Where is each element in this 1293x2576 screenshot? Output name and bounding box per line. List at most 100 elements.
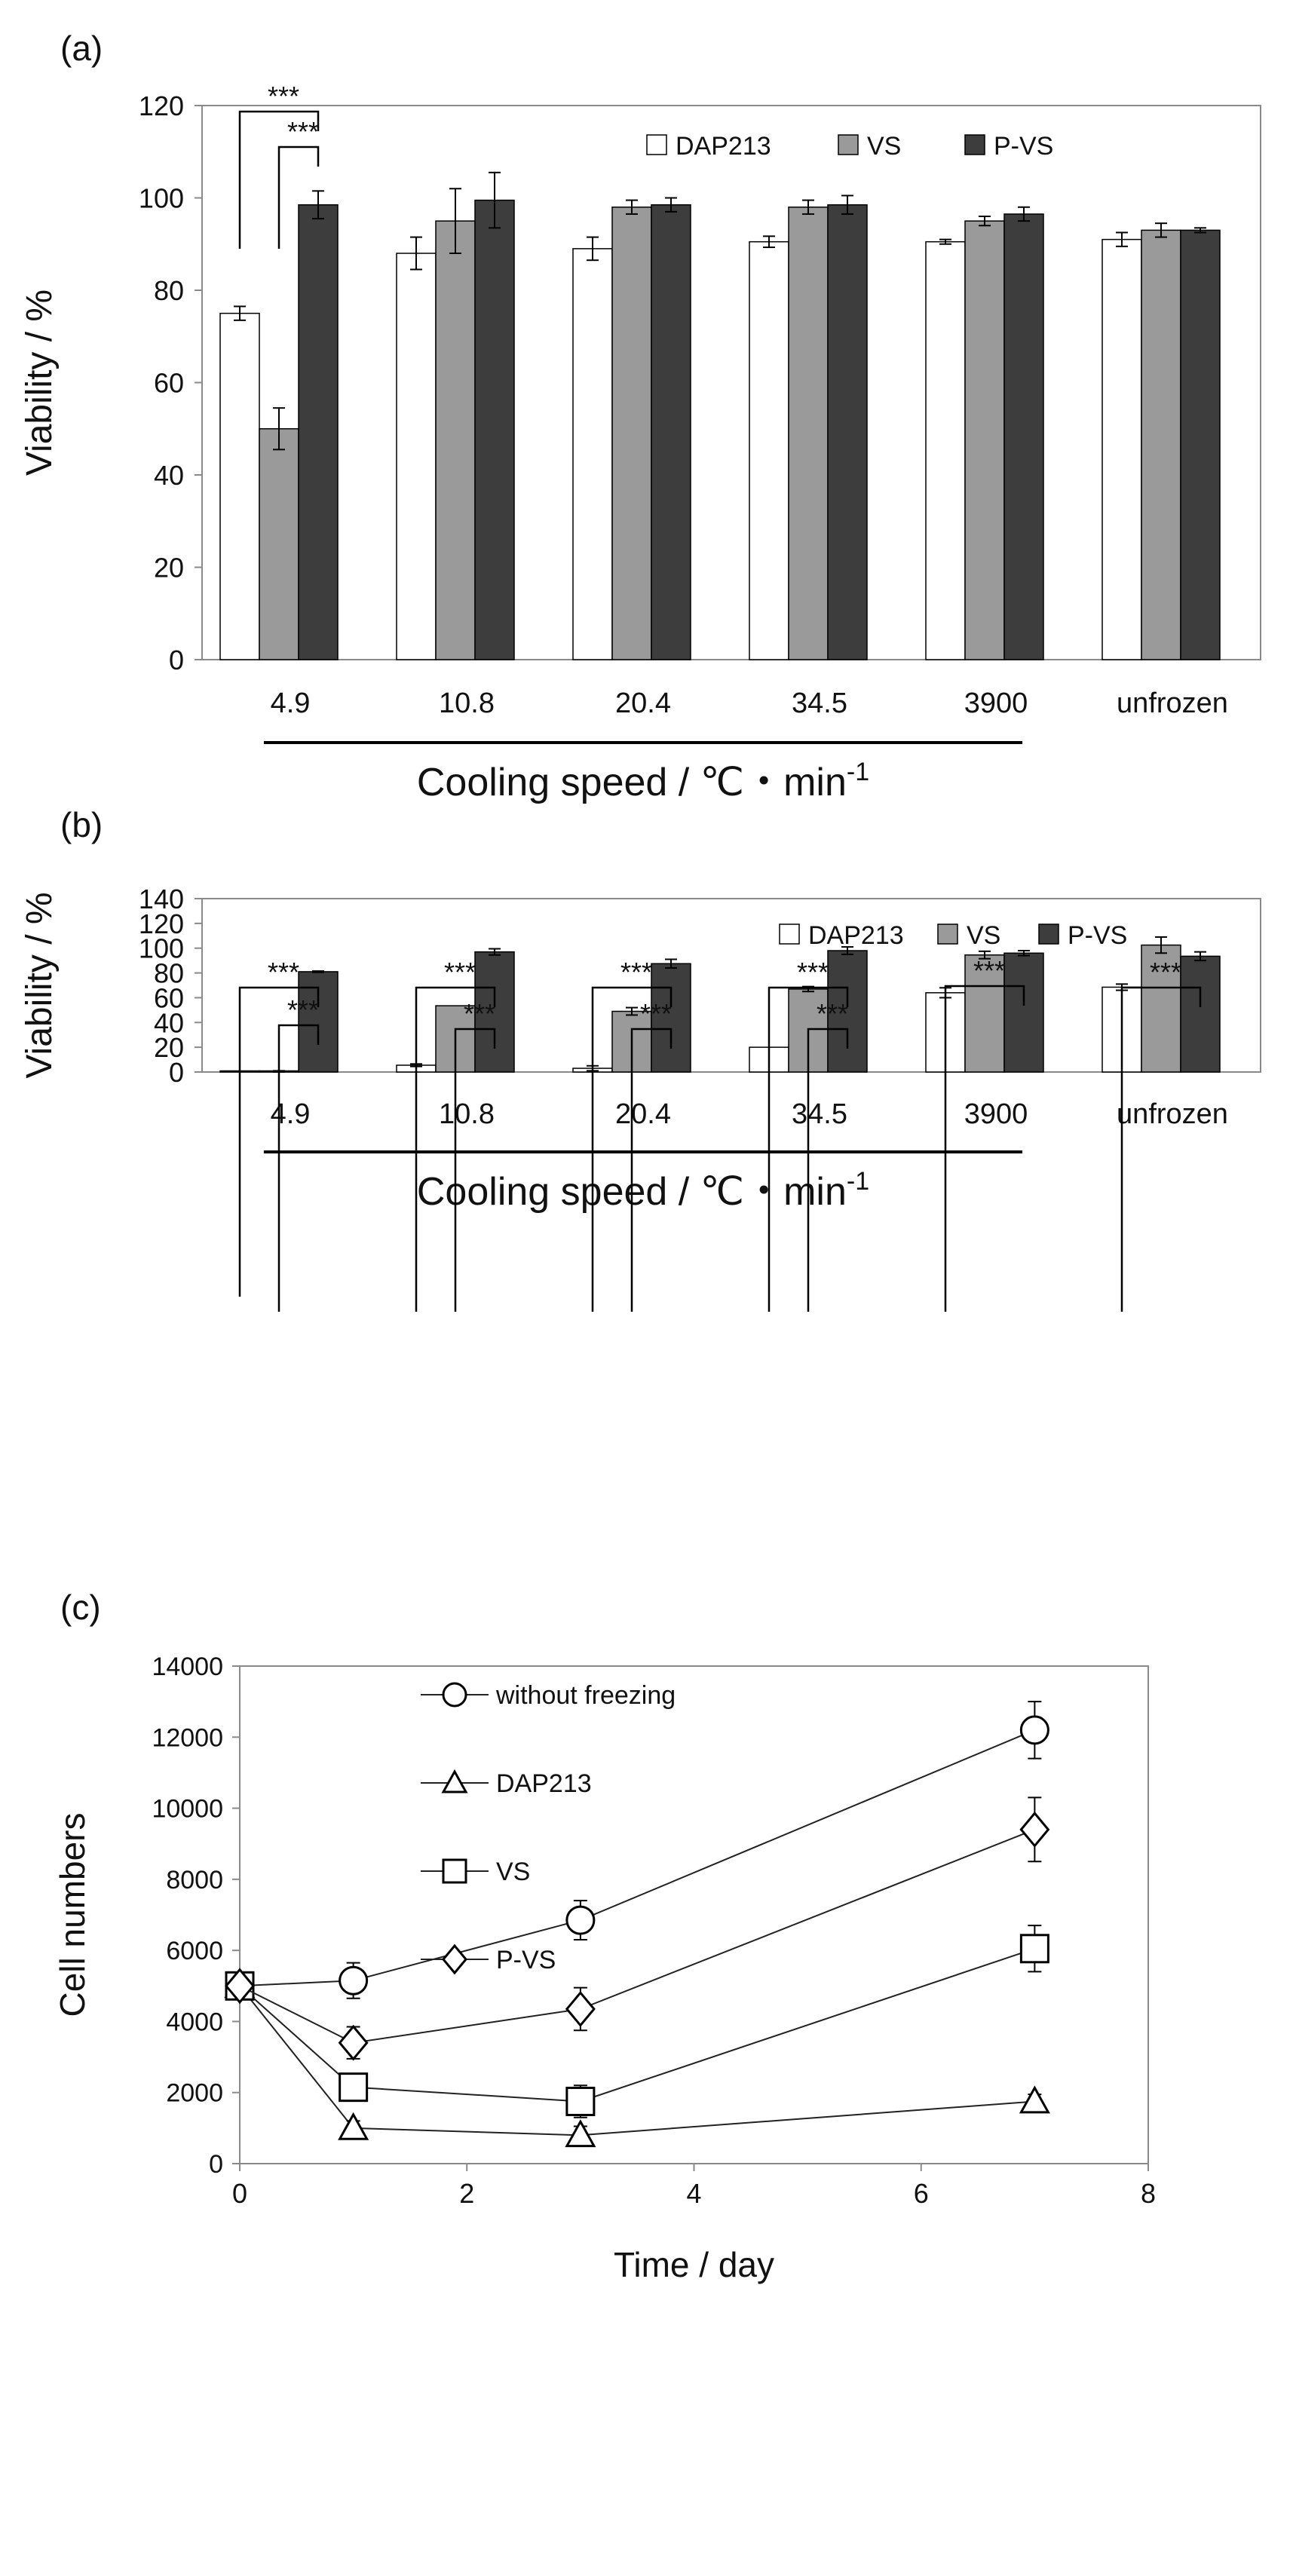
- panel-label: (b): [60, 805, 103, 844]
- marker-p-vs: [225, 1968, 255, 2005]
- significance-label: ***: [640, 998, 672, 1029]
- panel-label: (a): [60, 29, 103, 68]
- series-line-p-vs: [239, 1828, 1035, 2044]
- marker-vs: [339, 2072, 369, 2103]
- legend-swatch-p-vs: [964, 134, 985, 155]
- significance-bracket: [630, 1028, 673, 1312]
- significance-label: ***: [287, 116, 319, 147]
- marker-vs: [1019, 1934, 1049, 1964]
- significance-label: ***: [268, 81, 299, 112]
- bar-vs-3900: [964, 954, 1005, 1073]
- bar-p-vs-34-5: [827, 950, 868, 1073]
- legend-swatch-p-vs: [1038, 924, 1059, 945]
- y-tick-label: 20: [154, 1032, 184, 1063]
- bar-p-vs-unfrozen: [1180, 955, 1221, 1073]
- x-tick-label-20-4: 20.4: [615, 688, 671, 719]
- x-axis-label-sup: -1: [847, 1167, 869, 1196]
- significance-label: ***: [1150, 957, 1181, 988]
- series-line-without-freezing: [239, 1729, 1035, 1987]
- significance-label: ***: [797, 957, 829, 988]
- y-axis-label: Viability / %: [20, 892, 60, 1078]
- bar-vs-unfrozen: [1141, 229, 1181, 660]
- marker-dap213: [338, 2112, 369, 2140]
- x-tick-label: 8: [1141, 2178, 1156, 2209]
- bar-dap213-34-5: [749, 240, 789, 660]
- y-axis-label: Viability / %: [20, 289, 60, 476]
- legend-swatch-vs: [838, 134, 859, 155]
- significance-bracket: [1120, 986, 1202, 1312]
- x-tick-label-unfrozen: unfrozen: [1117, 688, 1228, 719]
- chart-panel-a: (a) 0 20 40 60 80 100 120 Viability / % 4.9 10.8 20…: [20, 29, 1261, 804]
- bar-vs-10-8: [435, 220, 476, 660]
- legend-swatch-dap213: [646, 134, 667, 155]
- marker-without-freezing: [339, 1965, 369, 1996]
- chart-panel-c: (c) 0 2000 4000 6000 8000 10000 12000 14000 0 2 4 6 8…: [53, 1588, 1156, 2284]
- y-axis-label: Cell numbers: [53, 1813, 92, 2017]
- x-tick-label-10-8: 10.8: [439, 1098, 495, 1130]
- legend-label-without-freezing: without freezing: [495, 1681, 676, 1710]
- legend-marker-dap213: [441, 1769, 468, 1793]
- x-tick-label: 2: [459, 2178, 474, 2209]
- y-tick-label: 40: [154, 460, 184, 491]
- bar-p-vs-20-4: [651, 963, 691, 1073]
- significance-label: ***: [268, 957, 299, 988]
- bar-vs-20-4: [611, 207, 652, 660]
- x-tick-label-unfrozen: unfrozen: [1117, 1098, 1228, 1130]
- x-axis-label-sup: -1: [847, 758, 869, 786]
- significance-bracket: [238, 110, 320, 249]
- x-tick-label: 4: [686, 2178, 701, 2209]
- significance-bracket: [238, 986, 320, 1297]
- legend-marker-without-freezing: [442, 1682, 467, 1708]
- marker-vs: [565, 2087, 596, 2116]
- x-tick-label-4-9: 4.9: [271, 1098, 311, 1130]
- bar-p-vs-unfrozen: [1180, 229, 1221, 660]
- legend-label-dap213: DAP213: [676, 132, 771, 161]
- bar-p-vs-34-5: [827, 204, 868, 660]
- x-axis-label: Cooling speed / ℃・min-1: [417, 1167, 869, 1214]
- marker-dap213: [565, 2119, 596, 2148]
- bar-dap213-unfrozen: [1102, 238, 1142, 660]
- x-tick-label-10-8: 10.8: [439, 688, 495, 719]
- significance-label: ***: [444, 957, 476, 988]
- y-tick-label: 140: [139, 884, 184, 914]
- y-tick-label: 10000: [152, 1795, 223, 1824]
- bar-p-vs-4-9: [298, 204, 339, 660]
- marker-dap213: [1019, 2085, 1050, 2114]
- panel-label: (c): [60, 1588, 101, 1627]
- legend-label-dap213: DAP213: [496, 1769, 592, 1798]
- legend-label-p-vs: P-VS: [496, 1946, 556, 1974]
- significance-bracket: [277, 145, 320, 249]
- marker-p-vs: [565, 1990, 596, 2027]
- y-tick-label: 60: [154, 368, 184, 399]
- bar-dap213-4-9: [219, 312, 260, 660]
- y-tick-label: 12000: [152, 1723, 223, 1752]
- y-tick-label: 0: [169, 645, 184, 675]
- x-tick-label-3900: 3900: [964, 1098, 1028, 1130]
- bar-p-vs-10-8: [474, 199, 515, 660]
- bar-dap213-10-8: [396, 253, 437, 660]
- y-tick-label: 0: [209, 2150, 223, 2179]
- x-axis-label-main: Cooling speed / ℃・min: [417, 761, 847, 804]
- legend-label-p-vs: P-VS: [1068, 921, 1127, 950]
- legend-label-dap213: DAP213: [808, 921, 904, 950]
- legend-swatch-vs: [937, 924, 958, 945]
- y-tick-label: 120: [139, 90, 184, 121]
- legend-label-vs: VS: [496, 1858, 530, 1886]
- y-tick-label: 20: [154, 553, 184, 584]
- bar-vs-3900: [964, 220, 1005, 660]
- marker-without-freezing: [1019, 1715, 1049, 1745]
- significance-bracket: [807, 1028, 849, 1312]
- bar-p-vs-3900: [1003, 952, 1044, 1073]
- significance-bracket: [415, 986, 496, 1312]
- x-axis-label: Time / day: [614, 2245, 774, 2284]
- x-tick-label-3900: 3900: [964, 688, 1028, 719]
- bar-dap213-3900: [925, 240, 966, 660]
- x-tick-label-34-5: 34.5: [792, 688, 847, 719]
- marker-p-vs: [338, 2024, 369, 2061]
- series-line-vs: [239, 1947, 1035, 2103]
- y-tick-label: 80: [154, 958, 184, 989]
- marker-without-freezing: [565, 1905, 596, 1935]
- significance-label: ***: [817, 998, 848, 1029]
- x-tick-label-34-5: 34.5: [792, 1098, 847, 1130]
